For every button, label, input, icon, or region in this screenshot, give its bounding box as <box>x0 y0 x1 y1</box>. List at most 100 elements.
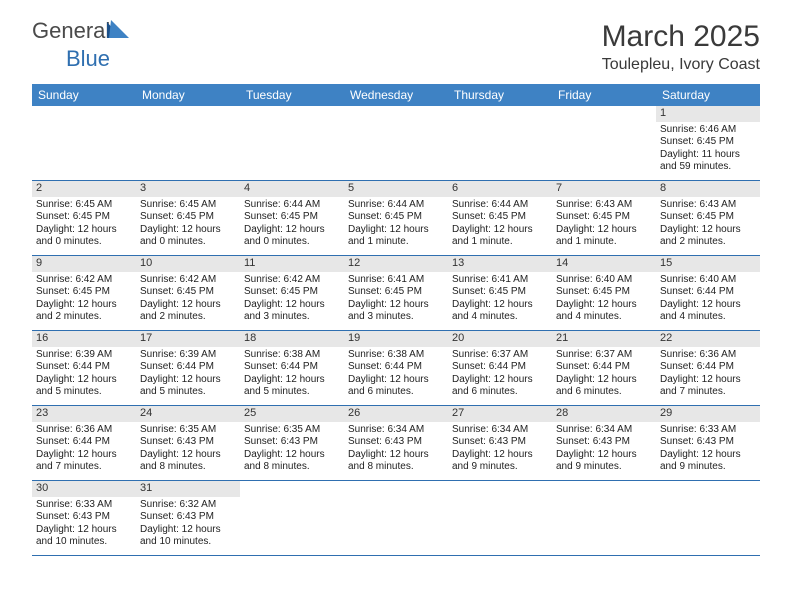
daylight-line: Daylight: 12 hours and 3 minutes. <box>244 299 340 324</box>
week-row: 9Sunrise: 6:42 AMSunset: 6:45 PMDaylight… <box>32 256 760 331</box>
dayname-saturday: Saturday <box>656 84 760 106</box>
day-number: 29 <box>656 406 760 422</box>
sunrise-line: Sunrise: 6:41 AM <box>452 274 548 287</box>
week-row: 1 Sunrise: 6:46 AMSunset: 6:45 PMDaylight… <box>32 106 760 181</box>
day-number: 19 <box>344 331 448 347</box>
sunrise-line: Sunrise: 6:43 AM <box>556 199 652 212</box>
sunrise-line: Sunrise: 6:38 AM <box>348 349 444 362</box>
day-number: 1 <box>656 106 760 122</box>
sunset-line: Sunset: 6:45 PM <box>348 286 444 299</box>
day-cell: 25Sunrise: 6:35 AMSunset: 6:43 PMDayligh… <box>240 406 344 480</box>
day-cell: 30 Sunrise: 6:33 AMSunset: 6:43 PMDayligh… <box>32 481 136 555</box>
sunset-line: Sunset: 6:45 PM <box>660 211 756 224</box>
sunrise-line: Sunrise: 6:34 AM <box>452 424 548 437</box>
day-number: 13 <box>448 256 552 272</box>
sunset-line: Sunset: 6:43 PM <box>36 511 132 524</box>
day-cell: 7Sunrise: 6:43 AMSunset: 6:45 PMDaylight… <box>552 181 656 255</box>
dayname-row: SundayMondayTuesdayWednesdayThursdayFrid… <box>32 84 760 106</box>
sunrise-line: Sunrise: 6:42 AM <box>140 274 236 287</box>
day-cell: 21Sunrise: 6:37 AMSunset: 6:44 PMDayligh… <box>552 331 656 405</box>
week-row: 30Sunrise: 6:33 AMSunset: 6:43 PMDayligh… <box>32 481 760 556</box>
empty-cell <box>344 481 448 555</box>
sunset-line: Sunset: 6:45 PM <box>660 136 756 149</box>
sunrise-line: Sunrise: 6:33 AM <box>660 424 756 437</box>
sunset-line: Sunset: 6:44 PM <box>244 361 340 374</box>
day-number: 14 <box>552 256 656 272</box>
day-cell: 10Sunrise: 6:42 AMSunset: 6:45 PMDayligh… <box>136 256 240 330</box>
sunrise-line: Sunrise: 6:46 AM <box>660 124 756 137</box>
daylight-line: Daylight: 12 hours and 0 minutes. <box>244 224 340 249</box>
header: General Blue March 2025 Toulepleu, Ivory… <box>0 0 792 78</box>
sunrise-line: Sunrise: 6:35 AM <box>140 424 236 437</box>
day-cell: 12Sunrise: 6:41 AMSunset: 6:45 PMDayligh… <box>344 256 448 330</box>
day-number: 28 <box>552 406 656 422</box>
sunset-line: Sunset: 6:44 PM <box>36 361 132 374</box>
week-row: 16Sunrise: 6:39 AMSunset: 6:44 PMDayligh… <box>32 331 760 406</box>
day-number: 25 <box>240 406 344 422</box>
sunset-line: Sunset: 6:45 PM <box>556 211 652 224</box>
day-cell: 15Sunrise: 6:40 AMSunset: 6:44 PMDayligh… <box>656 256 760 330</box>
dayname-thursday: Thursday <box>448 84 552 106</box>
sunrise-line: Sunrise: 6:42 AM <box>36 274 132 287</box>
daylight-line: Daylight: 12 hours and 1 minute. <box>348 224 444 249</box>
day-cell: 1 Sunrise: 6:46 AMSunset: 6:45 PMDaylight… <box>656 106 760 180</box>
empty-cell <box>32 106 136 180</box>
sunset-line: Sunset: 6:43 PM <box>244 436 340 449</box>
sunrise-line: Sunrise: 6:33 AM <box>36 499 132 512</box>
day-number: 3 <box>136 181 240 197</box>
daylight-line: Daylight: 12 hours and 7 minutes. <box>36 449 132 474</box>
daylight-line: Daylight: 12 hours and 0 minutes. <box>140 224 236 249</box>
daylight-line: Daylight: 11 hours and 59 minutes. <box>660 149 756 174</box>
daylight-line: Daylight: 12 hours and 10 minutes. <box>36 524 132 549</box>
daylight-line: Daylight: 12 hours and 10 minutes. <box>140 524 236 549</box>
page-title: March 2025 <box>602 20 760 54</box>
sunrise-line: Sunrise: 6:40 AM <box>660 274 756 287</box>
daylight-line: Daylight: 12 hours and 2 minutes. <box>660 224 756 249</box>
empty-cell <box>552 106 656 180</box>
daylight-line: Daylight: 12 hours and 5 minutes. <box>140 374 236 399</box>
day-number: 18 <box>240 331 344 347</box>
location-label: Toulepleu, Ivory Coast <box>602 56 760 74</box>
weeks-container: 1Sunrise: 6:46 AMSunset: 6:45 PMDaylight… <box>32 106 760 556</box>
sunrise-line: Sunrise: 6:38 AM <box>244 349 340 362</box>
day-number: 17 <box>136 331 240 347</box>
daylight-line: Daylight: 12 hours and 9 minutes. <box>556 449 652 474</box>
day-number: 21 <box>552 331 656 347</box>
day-cell: 8Sunrise: 6:43 AMSunset: 6:45 PMDaylight… <box>656 181 760 255</box>
daylight-line: Daylight: 12 hours and 2 minutes. <box>140 299 236 324</box>
sunset-line: Sunset: 6:45 PM <box>140 286 236 299</box>
sunrise-line: Sunrise: 6:32 AM <box>140 499 236 512</box>
sunset-line: Sunset: 6:44 PM <box>36 436 132 449</box>
empty-cell <box>240 106 344 180</box>
dayname-tuesday: Tuesday <box>240 84 344 106</box>
sunset-line: Sunset: 6:45 PM <box>244 211 340 224</box>
sunset-line: Sunset: 6:45 PM <box>452 211 548 224</box>
sunset-line: Sunset: 6:45 PM <box>36 286 132 299</box>
sunrise-line: Sunrise: 6:34 AM <box>556 424 652 437</box>
day-number: 23 <box>32 406 136 422</box>
day-cell: 29Sunrise: 6:33 AMSunset: 6:43 PMDayligh… <box>656 406 760 480</box>
sunset-line: Sunset: 6:43 PM <box>348 436 444 449</box>
day-number: 30 <box>32 481 136 497</box>
week-row: 23Sunrise: 6:36 AMSunset: 6:44 PMDayligh… <box>32 406 760 481</box>
sunrise-line: Sunrise: 6:45 AM <box>140 199 236 212</box>
sunset-line: Sunset: 6:45 PM <box>452 286 548 299</box>
daylight-line: Daylight: 12 hours and 6 minutes. <box>556 374 652 399</box>
day-cell: 9Sunrise: 6:42 AMSunset: 6:45 PMDaylight… <box>32 256 136 330</box>
sunset-line: Sunset: 6:43 PM <box>452 436 548 449</box>
sunset-line: Sunset: 6:45 PM <box>556 286 652 299</box>
sunrise-line: Sunrise: 6:44 AM <box>244 199 340 212</box>
day-cell: 22Sunrise: 6:36 AMSunset: 6:44 PMDayligh… <box>656 331 760 405</box>
day-cell: 19Sunrise: 6:38 AMSunset: 6:44 PMDayligh… <box>344 331 448 405</box>
sunset-line: Sunset: 6:45 PM <box>36 211 132 224</box>
day-cell: 26Sunrise: 6:34 AMSunset: 6:43 PMDayligh… <box>344 406 448 480</box>
day-cell: 31Sunrise: 6:32 AMSunset: 6:43 PMDayligh… <box>136 481 240 555</box>
daylight-line: Daylight: 12 hours and 4 minutes. <box>660 299 756 324</box>
sunset-line: Sunset: 6:44 PM <box>140 361 236 374</box>
day-cell: 2Sunrise: 6:45 AMSunset: 6:45 PMDaylight… <box>32 181 136 255</box>
dayname-sunday: Sunday <box>32 84 136 106</box>
daylight-line: Daylight: 12 hours and 8 minutes. <box>244 449 340 474</box>
sunset-line: Sunset: 6:45 PM <box>140 211 236 224</box>
day-number: 4 <box>240 181 344 197</box>
sunset-line: Sunset: 6:44 PM <box>660 286 756 299</box>
